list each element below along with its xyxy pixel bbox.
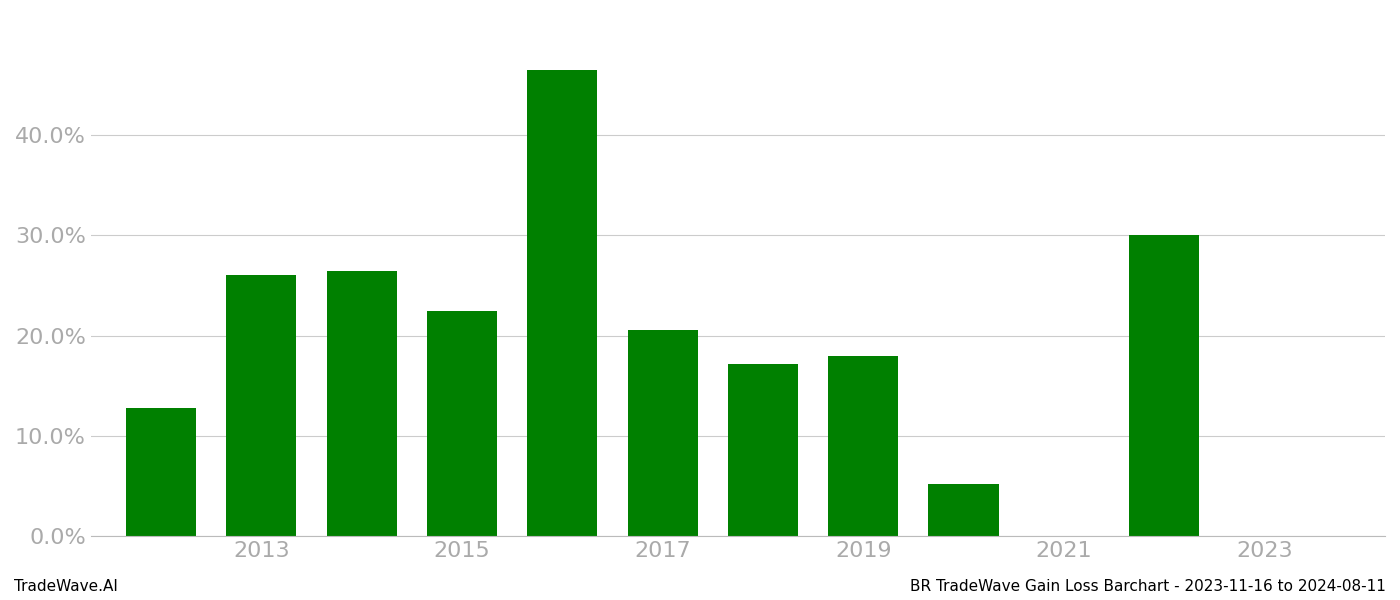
Text: BR TradeWave Gain Loss Barchart - 2023-11-16 to 2024-08-11: BR TradeWave Gain Loss Barchart - 2023-1… — [910, 579, 1386, 594]
Bar — [227, 275, 297, 536]
Bar — [528, 70, 598, 536]
Bar — [1130, 235, 1200, 536]
Bar — [728, 364, 798, 536]
Text: TradeWave.AI: TradeWave.AI — [14, 579, 118, 594]
Bar — [326, 271, 396, 536]
Bar — [427, 311, 497, 536]
Bar — [126, 408, 196, 536]
Bar — [829, 356, 899, 536]
Bar — [928, 484, 998, 536]
Bar — [627, 329, 697, 536]
